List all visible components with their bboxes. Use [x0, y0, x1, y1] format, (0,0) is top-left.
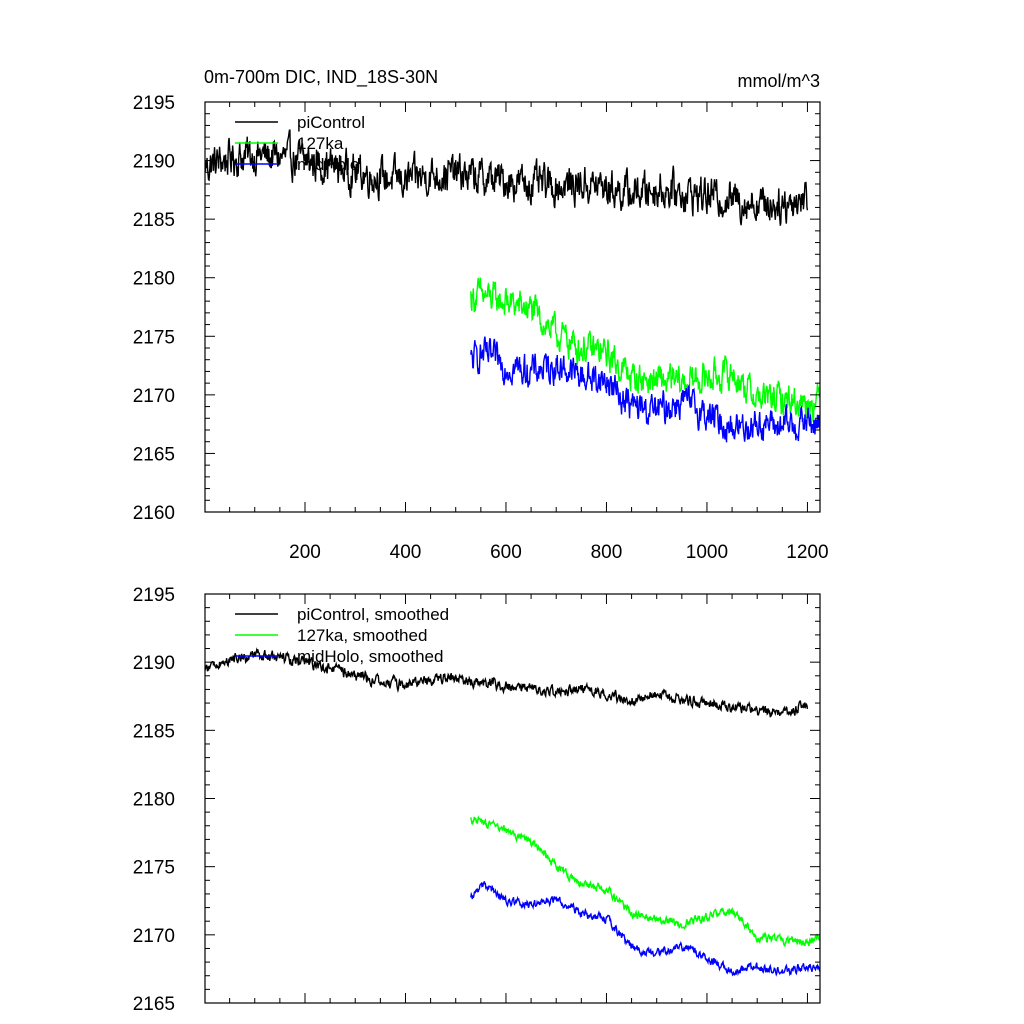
y-tick-label: 2175	[133, 858, 175, 879]
x-tick-label: 1000	[686, 542, 728, 563]
legend-label: piControl, smoothed	[297, 605, 449, 624]
units-label: mmol/m^3	[738, 71, 820, 91]
legend-label: midHolo	[297, 155, 359, 174]
x-tick-label: 200	[289, 542, 321, 563]
series-line-midholo	[470, 336, 820, 443]
plot-frame	[204, 101, 821, 513]
y-tick-label: 2170	[133, 926, 175, 947]
y-tick-label: 2185	[133, 210, 175, 231]
bottom-panel: 2165 2170 2175 2180 2185 2190 2195 piControl, s…	[133, 585, 821, 1015]
y-tick-label: 2165	[133, 994, 175, 1015]
y-tick-label: 2190	[133, 152, 175, 173]
chart-title: 0m-700m DIC, IND_18S-30N	[204, 67, 438, 88]
bottom-plot-area: 2165 2170 2175 2180 2185 2190 2195 piControl, s…	[133, 585, 821, 1015]
x-tick-label: 800	[591, 542, 623, 563]
y-tick-label: 2165	[133, 444, 175, 465]
series-line-picontrol-smoothed	[205, 647, 809, 718]
y-tick-label: 2180	[133, 269, 175, 290]
legend-label: 127ka, smoothed	[297, 626, 427, 645]
y-tick-label: 2185	[133, 721, 175, 742]
x-tick-label: 600	[490, 542, 522, 563]
y-tick-label: 2170	[133, 386, 175, 407]
legend-label: midHolo, smoothed	[297, 647, 443, 666]
top-plot-area: 2160 2165 2170 2175 2180 2185 2190 2195 200 400 60…	[133, 93, 829, 563]
y-tick-label: 2195	[133, 93, 175, 114]
legend-label: piControl	[297, 113, 365, 132]
y-tick-label: 2195	[133, 585, 175, 606]
x-tick-label: 1200	[786, 542, 828, 563]
x-tick-label: 400	[390, 542, 422, 563]
y-tick-label: 2180	[133, 790, 175, 811]
series-line-127ka	[470, 277, 820, 423]
y-tick-label: 2175	[133, 327, 175, 348]
series-line-midholo-smoothed	[470, 881, 820, 977]
y-tick-label: 2160	[133, 503, 175, 524]
top-panel: 0m-700m DIC, IND_18S-30N mmol/m^3 216021…	[133, 67, 829, 563]
series-line-picontrol	[205, 129, 809, 226]
y-tick-label: 2190	[133, 653, 175, 674]
series-line-127ka-smoothed	[470, 814, 820, 948]
legend-label: 127ka	[297, 134, 344, 153]
